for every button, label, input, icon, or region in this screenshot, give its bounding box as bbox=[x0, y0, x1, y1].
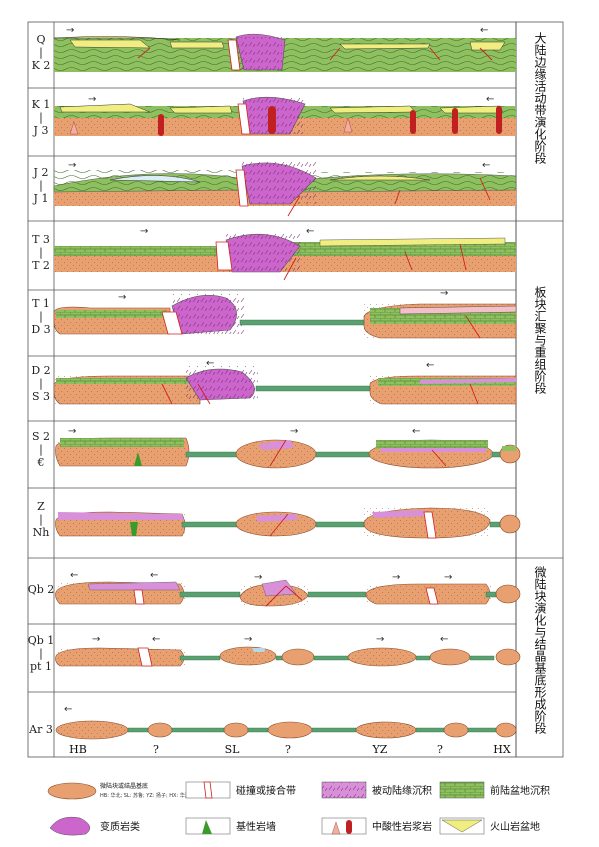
legend-label: 微陆块或结晶基底 bbox=[100, 782, 148, 790]
row-label-bot: K 2 bbox=[32, 59, 51, 72]
legend-item-basic-dyke: 基性岩墙 bbox=[185, 817, 276, 835]
arrow-right-glyph: → bbox=[68, 426, 76, 437]
arrow-right-glyph: → bbox=[118, 292, 126, 303]
row-label-mid: | bbox=[39, 513, 43, 527]
block-label-yz: YZ bbox=[372, 743, 388, 756]
row-label-top: T 3 bbox=[32, 233, 50, 246]
panel-t3-t2: → ← bbox=[54, 226, 516, 281]
row-label-mid: | bbox=[39, 46, 43, 60]
row-label-bot: D 3 bbox=[31, 323, 50, 336]
legend-item-passive-margin: 被动陆缘沉积 bbox=[321, 781, 432, 799]
legend-label: 火山岩盆地 bbox=[490, 820, 540, 833]
row-label-mid: | bbox=[39, 246, 43, 260]
legend-label: 被动陆缘沉积 bbox=[372, 784, 432, 797]
panel-qb1-pt1: → ← → → ← bbox=[55, 634, 521, 667]
row-label-top: T 1 bbox=[32, 297, 50, 310]
block-labels: HB ? SL ? YZ ? HX bbox=[69, 743, 511, 756]
arrow-left-glyph: ← bbox=[486, 94, 494, 105]
arrow-right-glyph: → bbox=[290, 426, 298, 437]
arrow-right-glyph: → bbox=[92, 634, 100, 645]
arrow-right-glyph: → bbox=[66, 25, 74, 36]
legend-label: 前陆盆地沉积 bbox=[490, 784, 550, 797]
arrow-left-glyph: ← bbox=[152, 634, 160, 645]
row-label-mid: | bbox=[39, 377, 43, 391]
panel-q-k2: → ← bbox=[53, 25, 516, 72]
arrow-right-glyph: → bbox=[88, 94, 96, 105]
panel-j2-j1: → ← bbox=[53, 160, 517, 217]
row-label-bot: € bbox=[37, 456, 45, 469]
arrow-right-glyph: → bbox=[392, 572, 400, 583]
panel-k1-j3: → ← bbox=[54, 94, 516, 136]
panel-ar3: ← bbox=[55, 704, 517, 740]
block-label-hx: HX bbox=[493, 743, 511, 756]
stage-label-microcontinent: 微陆块演化与结晶基底形成阶段 bbox=[533, 566, 547, 735]
block-label-unknown: ? bbox=[153, 743, 159, 756]
legend-label: 基性岩墙 bbox=[236, 820, 276, 833]
stage-label-convergence: 板块汇聚与重组阶段 bbox=[533, 286, 547, 395]
legend-item-volcanic-basin: 火山岩盆地 bbox=[439, 817, 540, 835]
row-label-top: J 2 bbox=[33, 166, 49, 179]
arrow-right-glyph: → bbox=[244, 634, 252, 645]
row-label-bot: Nh bbox=[33, 526, 50, 539]
arrow-left-glyph: ← bbox=[480, 25, 488, 36]
legend-item-metamorphic: 变质岩类 bbox=[49, 816, 140, 836]
block-label-hb: HB bbox=[69, 743, 87, 756]
row-labels: Q | K 2 K 1 | J 3 J 2 | J 1 T 3 | T 2 T … bbox=[28, 33, 55, 736]
arrow-right-glyph: → bbox=[254, 572, 262, 583]
arrow-left-glyph: ← bbox=[482, 160, 490, 171]
block-label-unknown: ? bbox=[285, 743, 291, 756]
arrow-right-glyph: → bbox=[140, 226, 148, 237]
stage-label-active-margin: 大陆边缘活动带演化阶段 bbox=[533, 32, 547, 165]
legend-label: 碰撞或接合带 bbox=[236, 784, 296, 797]
legend-item-intermediate-acid-magma: 中酸性岩浆岩 bbox=[321, 817, 432, 835]
arrow-right-glyph: → bbox=[68, 160, 76, 171]
row-label-top: S 2 bbox=[32, 430, 50, 443]
panel-d2-s3: ← ← bbox=[53, 358, 517, 405]
row-label-bot: J 1 bbox=[33, 192, 49, 205]
row-label-mid: | bbox=[39, 310, 43, 324]
legend-item-foreland: 前陆盆地沉积 bbox=[439, 781, 550, 799]
block-label-sl: SL bbox=[225, 743, 241, 756]
row-label-top: Ar 3 bbox=[28, 723, 53, 736]
row-label-bot: T 2 bbox=[32, 259, 50, 272]
row-label-top: K 1 bbox=[32, 98, 51, 111]
legend-label: 中酸性岩浆岩 bbox=[372, 820, 432, 833]
row-label-bot: pt 1 bbox=[30, 660, 52, 673]
arrow-left-glyph: ← bbox=[206, 358, 214, 369]
arrow-left-glyph: ← bbox=[64, 704, 72, 715]
row-label-top: Qb 2 bbox=[28, 583, 55, 596]
row-label-mid: | bbox=[39, 647, 43, 661]
row-label-top: Qb 1 bbox=[28, 634, 55, 647]
row-label-top: Q bbox=[36, 33, 45, 46]
arrow-left-glyph: ← bbox=[426, 360, 434, 371]
panel-t1-d3: → → bbox=[53, 288, 517, 339]
row-label-bot: J 3 bbox=[33, 124, 49, 137]
row-label-top: Z bbox=[37, 500, 45, 513]
legend: 微陆块或结晶基底 HB: 华北; SL: 苏鲁; YZ: 扬子; HX: 华夏;… bbox=[47, 781, 550, 836]
block-label-unknown: ? bbox=[437, 743, 443, 756]
panel-s2-cambrian: → → ← bbox=[55, 426, 521, 469]
arrow-left-glyph: ← bbox=[70, 570, 78, 581]
row-label-mid: | bbox=[39, 111, 43, 125]
arrow-right-glyph: → bbox=[376, 634, 384, 645]
arrow-left-glyph: ← bbox=[150, 570, 158, 581]
row-label-mid: | bbox=[39, 443, 43, 457]
row-label-mid: | bbox=[39, 179, 43, 193]
legend-item-suture: 碰撞或接合带 bbox=[185, 781, 296, 799]
panel-qb2: ← ← → → → bbox=[55, 570, 521, 607]
arrow-left-glyph: ← bbox=[412, 426, 420, 437]
row-label-bot: S 3 bbox=[32, 390, 50, 403]
legend-label: 变质岩类 bbox=[100, 820, 140, 833]
legend-sublabel: HB: 华北; SL: 苏鲁; YZ: 扬子; HX: 华夏; ?: 未知 bbox=[100, 792, 209, 799]
row-label-top: D 2 bbox=[31, 364, 50, 377]
arrow-left-glyph: ← bbox=[306, 226, 314, 237]
legend-item-microcontinent: 微陆块或结晶基底 HB: 华北; SL: 苏鲁; YZ: 扬子; HX: 华夏;… bbox=[47, 782, 209, 800]
arrow-right-glyph: → bbox=[440, 288, 448, 299]
arrow-right-glyph: → bbox=[444, 572, 452, 583]
arrow-left-glyph: ← bbox=[440, 634, 448, 645]
panel-z-nh bbox=[55, 507, 521, 539]
